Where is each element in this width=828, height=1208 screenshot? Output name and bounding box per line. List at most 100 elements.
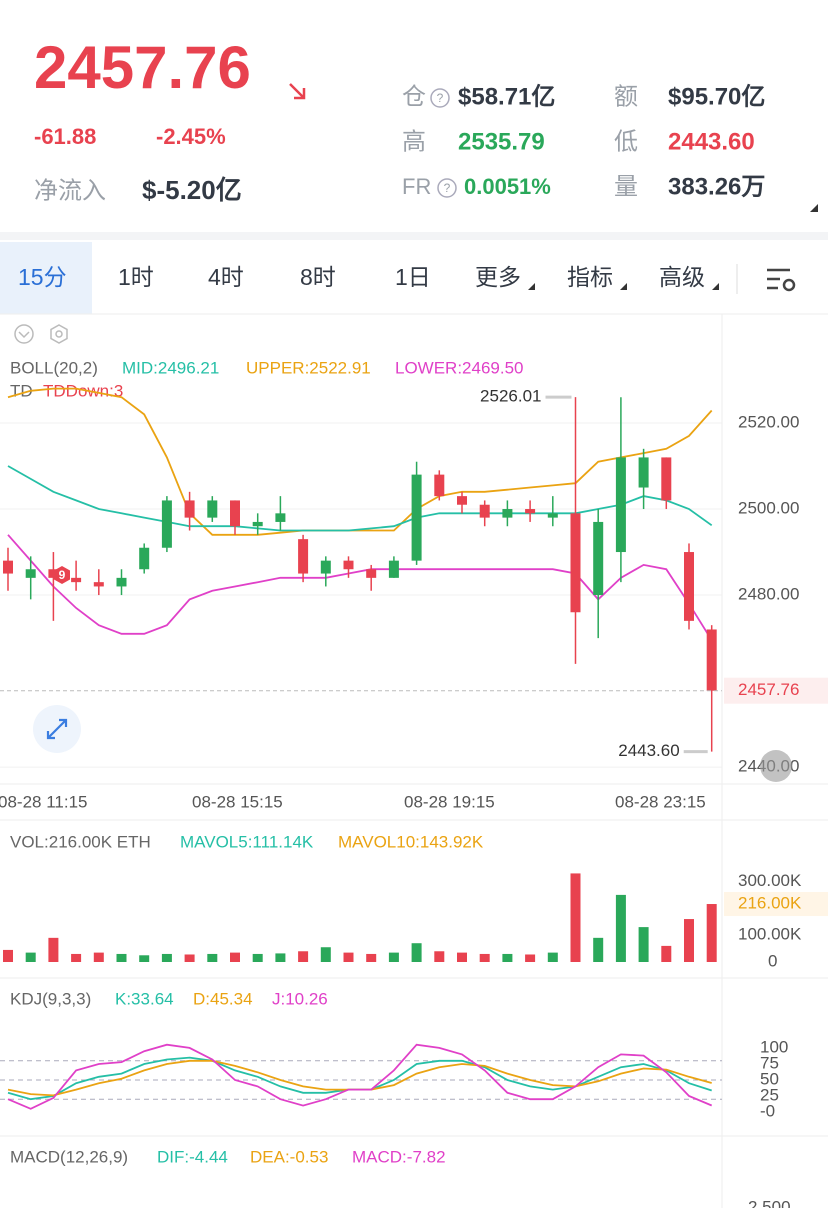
x-tick-label: 08-28 11:15	[0, 792, 87, 811]
settings-icon[interactable]	[767, 268, 796, 292]
candle-body	[547, 513, 558, 518]
candle-body	[570, 513, 581, 613]
tab[interactable]: 更多	[475, 264, 521, 290]
volume-bar	[25, 952, 36, 962]
volume-bar	[502, 953, 513, 962]
candle-body	[661, 457, 672, 501]
tab[interactable]: 1时	[118, 264, 154, 290]
y-tick-label: 75	[760, 1053, 779, 1072]
volume-bar	[320, 947, 331, 962]
candle-body	[343, 560, 354, 570]
boll-lower: LOWER:2469.50	[395, 358, 524, 377]
y-tick-label: 100	[760, 1037, 788, 1056]
candle-body	[3, 560, 13, 574]
mavol5: MAVOL5:111.14K	[180, 832, 314, 851]
kdj-k: K:33.64	[115, 989, 174, 1008]
td-value: TDDown:3	[43, 381, 123, 400]
high-label: 2526.01	[480, 387, 541, 406]
volume-bar	[161, 953, 172, 962]
help-icon-mark: ?	[444, 181, 451, 195]
y-tick-label: 100.00K	[738, 925, 802, 944]
divider	[0, 232, 828, 240]
settings-icon[interactable]	[50, 324, 68, 344]
volume-bar	[593, 937, 604, 962]
volume-bar	[230, 952, 240, 962]
tab[interactable]: 高级	[659, 264, 705, 290]
y-tick-label: 2520.00	[738, 412, 799, 431]
stat-label: 高	[402, 128, 426, 155]
dropdown-mark	[620, 283, 627, 290]
down-arrow	[289, 83, 306, 100]
stat-value: 2535.79	[458, 128, 545, 155]
volume-bar	[48, 937, 59, 962]
candle-body	[207, 500, 218, 518]
volume-bar	[684, 919, 694, 962]
volume-plot: 0 100.00K 300.00K 216.00K	[3, 871, 828, 970]
volume-bar	[366, 953, 377, 962]
help-icon[interactable]	[430, 88, 450, 108]
stat-value: $58.71亿	[458, 83, 555, 110]
candle-body	[252, 521, 263, 527]
scroll-button[interactable]	[760, 750, 792, 782]
help-icon-mark: ?	[437, 91, 444, 105]
candle-body	[230, 500, 240, 527]
dropdown-mark	[528, 283, 535, 290]
candle-body	[411, 474, 422, 561]
y-tick-label: 2480.00	[738, 585, 799, 604]
volume-bar	[139, 955, 150, 962]
last-price-tag	[724, 677, 828, 704]
tab[interactable]: 1日	[395, 264, 431, 290]
low-label: 2443.60	[618, 741, 679, 760]
td-marker	[54, 566, 70, 584]
candle-body	[502, 509, 513, 518]
volume-bar	[116, 953, 127, 962]
collapse-icon[interactable]	[14, 324, 34, 344]
help-icon[interactable]	[437, 178, 457, 198]
volume-tag-label: 216.00K	[738, 894, 802, 913]
stat-label: 仓	[402, 83, 426, 110]
volume-bar	[93, 952, 104, 962]
price-plot: 2440.002480.002500.002520.002526.012443.…	[0, 387, 828, 776]
boll-mid-line	[7, 465, 713, 532]
candle-body	[298, 539, 309, 574]
candle-body	[116, 577, 127, 587]
volume-bar	[547, 952, 558, 962]
volume-bar	[479, 953, 490, 962]
tab[interactable]: 15分	[18, 264, 67, 290]
x-tick-label: 08-28 23:15	[615, 792, 706, 811]
volume-bar	[570, 873, 581, 962]
tab[interactable]: 指标	[567, 264, 613, 290]
x-tick-label: 08-28 19:15	[404, 792, 495, 811]
candle-body	[93, 582, 104, 587]
volume-bar	[661, 945, 672, 962]
expand-corner[interactable]	[810, 204, 818, 212]
kdj-j-line	[7, 1043, 713, 1110]
volume-bar	[706, 904, 717, 962]
candle-body	[684, 552, 694, 621]
candle-body	[638, 457, 649, 488]
y-tick-label: 50	[760, 1069, 779, 1088]
volume-bar	[298, 951, 309, 962]
stat-label: 低	[614, 128, 638, 155]
stat-value: 2443.60	[668, 128, 755, 155]
volume-bar	[252, 953, 263, 962]
tab[interactable]: 8时	[300, 264, 336, 290]
settings-icon-dot	[55, 330, 63, 338]
candle-body	[25, 569, 36, 578]
last-price: 2457.76	[34, 34, 251, 101]
volume-bar	[411, 943, 422, 962]
tab[interactable]: 4时	[208, 264, 244, 290]
candle-body	[320, 560, 331, 574]
y-tick-label: 2.500	[748, 1197, 791, 1208]
boll-mid: MID:2496.21	[122, 358, 219, 377]
volume-bar	[3, 949, 13, 962]
candle-body	[139, 547, 150, 570]
candle-body	[388, 560, 399, 578]
boll-lower-line	[7, 534, 713, 641]
volume-tag	[724, 892, 828, 917]
indicator-name: MACD(12,26,9)	[10, 1147, 128, 1166]
volume-bar	[615, 894, 626, 962]
macd-value: MACD:-7.82	[352, 1147, 446, 1166]
stat-label: 额	[614, 83, 638, 110]
